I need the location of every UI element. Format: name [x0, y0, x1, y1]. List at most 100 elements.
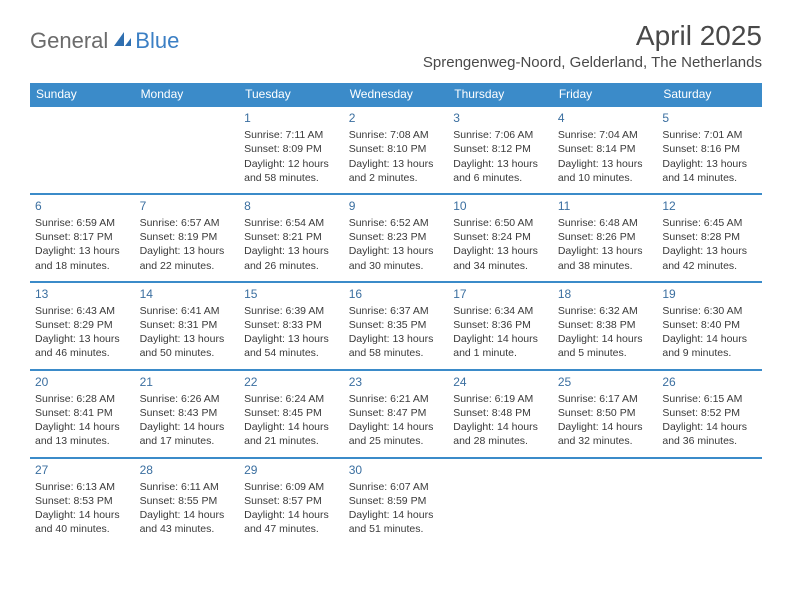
day-cell: 16Sunrise: 6:37 AMSunset: 8:35 PMDayligh…	[344, 282, 449, 370]
daylight-line: Daylight: 13 hours and 54 minutes.	[244, 332, 339, 360]
day-number: 13	[35, 286, 130, 302]
day-cell: 12Sunrise: 6:45 AMSunset: 8:28 PMDayligh…	[657, 194, 762, 282]
calendar-body: 1Sunrise: 7:11 AMSunset: 8:09 PMDaylight…	[30, 106, 762, 544]
day-number: 12	[662, 198, 757, 214]
day-header-cell: Monday	[135, 83, 240, 106]
day-number: 20	[35, 374, 130, 390]
day-header-cell: Wednesday	[344, 83, 449, 106]
day-number: 22	[244, 374, 339, 390]
day-cell: 26Sunrise: 6:15 AMSunset: 8:52 PMDayligh…	[657, 370, 762, 458]
sunset-line: Sunset: 8:21 PM	[244, 230, 339, 244]
day-cell: 20 Sunrise: 6:28 AMSunset: 8:41 PMDayligh…	[30, 370, 135, 458]
day-cell: 28 Sunrise: 6:11 AMSunset: 8:55 PMDayligh…	[135, 458, 240, 545]
day-cell: 4Sunrise: 7:04 AMSunset: 8:14 PMDaylight…	[553, 106, 658, 194]
daylight-line: Daylight: 13 hours and 42 minutes.	[662, 244, 757, 272]
daylight-line: Daylight: 13 hours and 46 minutes.	[35, 332, 130, 360]
daylight-line: Daylight: 13 hours and 2 minutes.	[349, 157, 444, 185]
sunrise-line: Sunrise: 6:17 AM	[558, 392, 653, 406]
sunrise-line: Sunrise: 6:15 AM	[662, 392, 757, 406]
day-cell: 21Sunrise: 6:26 AMSunset: 8:43 PMDayligh…	[135, 370, 240, 458]
day-cell: 22Sunrise: 6:24 AMSunset: 8:45 PMDayligh…	[239, 370, 344, 458]
day-number: 10	[453, 198, 548, 214]
sunrise-line: Sunrise: 6:19 AM	[453, 392, 548, 406]
daylight-line: Daylight: 13 hours and 18 minutes.	[35, 244, 130, 272]
sunrise-line: Sunrise: 6:34 AM	[453, 304, 548, 318]
sunset-line: Sunset: 8:09 PM	[244, 142, 339, 156]
day-header-cell: Sunday	[30, 83, 135, 106]
sunrise-line: Sunrise: 6:54 AM	[244, 216, 339, 230]
sunrise-line: Sunrise: 6:39 AM	[244, 304, 339, 318]
daylight-line: Daylight: 13 hours and 22 minutes.	[140, 244, 235, 272]
day-number: 9	[349, 198, 444, 214]
sunset-line: Sunset: 8:12 PM	[453, 142, 548, 156]
day-cell: 11Sunrise: 6:48 AMSunset: 8:26 PMDayligh…	[553, 194, 658, 282]
day-cell: 10Sunrise: 6:50 AMSunset: 8:24 PMDayligh…	[448, 194, 553, 282]
daylight-line: Daylight: 14 hours and 1 minute.	[453, 332, 548, 360]
day-cell: 19Sunrise: 6:30 AMSunset: 8:40 PMDayligh…	[657, 282, 762, 370]
sunrise-line: Sunrise: 6:37 AM	[349, 304, 444, 318]
day-cell: 9Sunrise: 6:52 AMSunset: 8:23 PMDaylight…	[344, 194, 449, 282]
daylight-line: Daylight: 14 hours and 43 minutes.	[140, 508, 235, 536]
sunrise-line: Sunrise: 6:28 AM	[35, 392, 130, 406]
calendar-table: SundayMondayTuesdayWednesdayThursdayFrid…	[30, 83, 762, 544]
day-header-cell: Thursday	[448, 83, 553, 106]
day-cell: 6Sunrise: 6:59 AMSunset: 8:17 PMDaylight…	[30, 194, 135, 282]
daylight-line: Daylight: 14 hours and 13 minutes.	[35, 420, 130, 448]
day-cell: 30Sunrise: 6:07 AMSunset: 8:59 PMDayligh…	[344, 458, 449, 545]
day-cell: 27Sunrise: 6:13 AMSunset: 8:53 PMDayligh…	[30, 458, 135, 545]
sunset-line: Sunset: 8:40 PM	[662, 318, 757, 332]
day-cell: 25Sunrise: 6:17 AMSunset: 8:50 PMDayligh…	[553, 370, 658, 458]
logo: General Blue	[30, 28, 179, 54]
sunset-line: Sunset: 8:48 PM	[453, 406, 548, 420]
sunset-line: Sunset: 8:35 PM	[349, 318, 444, 332]
day-cell	[135, 106, 240, 194]
day-number: 21	[140, 374, 235, 390]
daylight-line: Daylight: 14 hours and 9 minutes.	[662, 332, 757, 360]
day-cell	[448, 458, 553, 545]
sunrise-line: Sunrise: 7:11 AM	[244, 128, 339, 142]
day-cell: 23Sunrise: 6:21 AMSunset: 8:47 PMDayligh…	[344, 370, 449, 458]
sunset-line: Sunset: 8:55 PM	[140, 494, 235, 508]
sunrise-line: Sunrise: 6:26 AM	[140, 392, 235, 406]
sunset-line: Sunset: 8:29 PM	[35, 318, 130, 332]
day-cell: 8Sunrise: 6:54 AMSunset: 8:21 PMDaylight…	[239, 194, 344, 282]
daylight-line: Daylight: 13 hours and 58 minutes.	[349, 332, 444, 360]
sunrise-line: Sunrise: 6:52 AM	[349, 216, 444, 230]
day-number: 28	[140, 462, 235, 478]
day-cell	[30, 106, 135, 194]
sunrise-line: Sunrise: 6:50 AM	[453, 216, 548, 230]
day-cell: 7Sunrise: 6:57 AMSunset: 8:19 PMDaylight…	[135, 194, 240, 282]
sunset-line: Sunset: 8:45 PM	[244, 406, 339, 420]
daylight-line: Daylight: 13 hours and 30 minutes.	[349, 244, 444, 272]
sunset-line: Sunset: 8:33 PM	[244, 318, 339, 332]
day-cell: 5Sunrise: 7:01 AMSunset: 8:16 PMDaylight…	[657, 106, 762, 194]
day-cell: 29Sunrise: 6:09 AMSunset: 8:57 PMDayligh…	[239, 458, 344, 545]
day-cell: 15Sunrise: 6:39 AMSunset: 8:33 PMDayligh…	[239, 282, 344, 370]
sunrise-line: Sunrise: 6:48 AM	[558, 216, 653, 230]
daylight-line: Daylight: 14 hours and 40 minutes.	[35, 508, 130, 536]
header: General Blue April 2025 Sprengenweg-Noor…	[30, 20, 762, 71]
day-header-cell: Saturday	[657, 83, 762, 106]
daylight-line: Daylight: 13 hours and 10 minutes.	[558, 157, 653, 185]
day-cell	[657, 458, 762, 545]
day-number: 24	[453, 374, 548, 390]
day-number: 27	[35, 462, 130, 478]
daylight-line: Daylight: 13 hours and 38 minutes.	[558, 244, 653, 272]
sunset-line: Sunset: 8:14 PM	[558, 142, 653, 156]
sunrise-line: Sunrise: 6:11 AM	[140, 480, 235, 494]
sunrise-line: Sunrise: 6:07 AM	[349, 480, 444, 494]
day-cell: 3Sunrise: 7:06 AMSunset: 8:12 PMDaylight…	[448, 106, 553, 194]
day-number: 19	[662, 286, 757, 302]
day-number: 30	[349, 462, 444, 478]
day-number: 5	[662, 110, 757, 126]
sunset-line: Sunset: 8:41 PM	[35, 406, 130, 420]
logo-text-general: General	[30, 28, 108, 54]
day-header-row: SundayMondayTuesdayWednesdayThursdayFrid…	[30, 83, 762, 106]
sunset-line: Sunset: 8:53 PM	[35, 494, 130, 508]
sunrise-line: Sunrise: 7:04 AM	[558, 128, 653, 142]
day-number: 18	[558, 286, 653, 302]
sunrise-line: Sunrise: 6:21 AM	[349, 392, 444, 406]
logo-sail-icon	[112, 30, 132, 53]
day-cell: 1Sunrise: 7:11 AMSunset: 8:09 PMDaylight…	[239, 106, 344, 194]
sunset-line: Sunset: 8:57 PM	[244, 494, 339, 508]
